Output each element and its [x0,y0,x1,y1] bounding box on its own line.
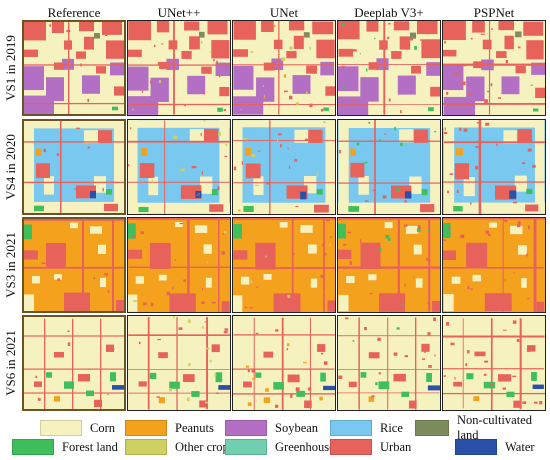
legend-swatch-rice [330,420,372,436]
legend-swatch-peanuts [125,420,167,436]
column-header-unetpp: UNet++ [157,5,201,20]
map-vs3-col0 [22,217,126,313]
map-vs4-col0 [22,119,126,215]
map-vs3-col1 [127,217,231,313]
row-label-vs6: VS6 in 2021 [3,330,19,396]
legend-swatch-greenhouses [225,439,267,455]
map-vs6-col1 [127,315,231,411]
map-vs6-col2 [232,315,336,411]
legend-swatch-corn [40,420,82,436]
map-vs3-col4 [442,217,546,313]
column-header-reference: Reference [47,5,101,20]
column-header-pspnet: PSPNet [473,5,515,20]
map-vs4-col2 [232,119,336,215]
map-vs6-col4 [442,315,546,411]
map-vs1-col1 [127,20,231,116]
legend-item-rice: Rice [330,420,403,436]
legend-swatch-forest-land [12,439,54,455]
column-header-deeplabv3plus: Deeplab V3+ [354,5,424,20]
map-vs1-col0 [22,20,126,116]
map-vs6-col3 [337,315,441,411]
map-vs6-col0 [22,315,126,411]
legend-item-non-cultivated-land: Non-cultivated land [415,413,550,442]
legend-swatch-other-crops [125,439,167,455]
map-vs3-col2 [232,217,336,313]
column-header-unet: UNet [269,5,299,20]
legend-item-corn: Corn [40,420,115,436]
legend-swatch-soybean [225,420,267,436]
row-label-vs3: VS3 in 2021 [3,232,19,298]
map-vs4-col4 [442,119,546,215]
map-vs1-col3 [337,20,441,116]
legend-item-urban: Urban [330,439,411,455]
map-vs4-col3 [337,119,441,215]
legend-swatch-urban [330,439,372,455]
legend-item-soybean: Soybean [225,420,318,436]
legend-item-greenhouses: Greenhouses [225,439,340,455]
map-vs3-col3 [337,217,441,313]
legend-swatch-non-cultivated-land [415,420,449,436]
row-label-vs1: VS1 in 2019 [3,35,19,101]
legend-item-water: Water [455,439,535,455]
legend-swatch-water [455,439,497,455]
map-vs1-col2 [232,20,336,116]
row-label-vs4: VS4 in 2020 [3,134,19,200]
map-vs1-col4 [442,20,546,116]
legend-item-peanuts: Peanuts [125,420,214,436]
legend-item-forest-land: Forest land [12,439,118,455]
map-vs4-col1 [127,119,231,215]
legend-item-other-crops: Other crops [125,439,234,455]
